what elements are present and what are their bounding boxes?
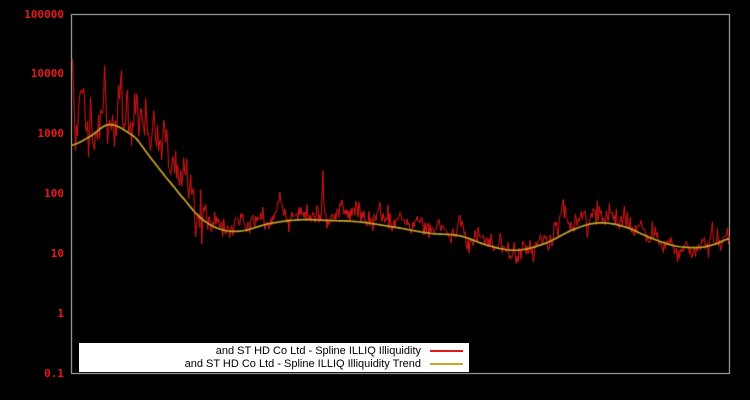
legend-line-sample bbox=[430, 350, 463, 352]
legend-item-label: and ST HD Co Ltd - Spline ILLIQ Illiquid… bbox=[184, 358, 421, 370]
legend: and ST HD Co Ltd - Spline ILLIQ Illiquid… bbox=[79, 343, 469, 372]
legend-item: and ST HD Co Ltd - Spline ILLIQ Illiquid… bbox=[81, 345, 463, 358]
y-tick-label: 1 bbox=[57, 307, 64, 320]
y-tick-label: 1000 bbox=[37, 127, 65, 140]
y-tick-label: 100 bbox=[44, 187, 64, 200]
legend-item-label: and ST HD Co Ltd - Spline ILLIQ Illiquid… bbox=[215, 345, 421, 357]
legend-item: and ST HD Co Ltd - Spline ILLIQ Illiquid… bbox=[81, 358, 463, 371]
legend-line-sample bbox=[430, 363, 463, 365]
y-tick-label: 0.1 bbox=[44, 367, 64, 380]
y-tick-label: 10000 bbox=[30, 67, 64, 80]
y-tick-label: 100000 bbox=[24, 8, 64, 21]
y-tick-label: 10 bbox=[50, 247, 64, 260]
